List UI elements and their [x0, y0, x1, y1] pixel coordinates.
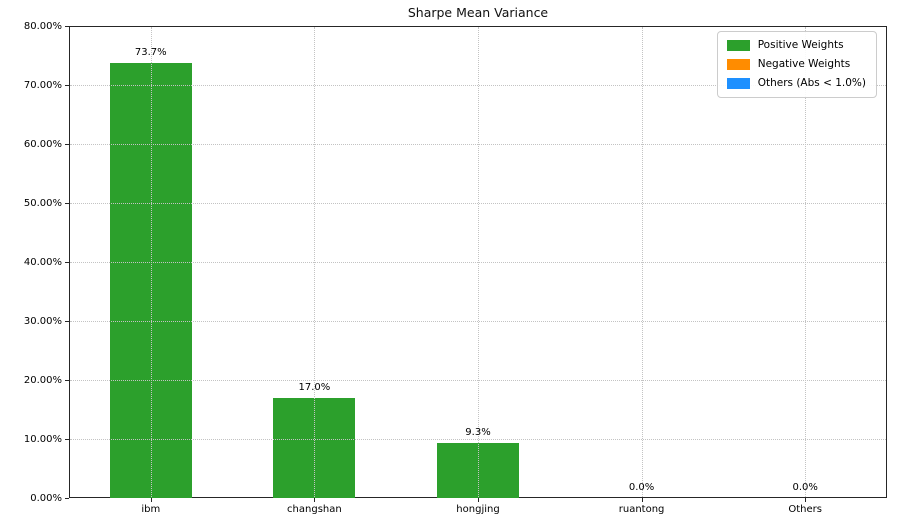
v-gridline [805, 27, 807, 497]
x-tick-mark [314, 498, 316, 502]
legend-swatch-icon [726, 40, 750, 51]
y-tick-mark [65, 439, 69, 440]
bar-value-label: 9.3% [465, 427, 491, 439]
y-tick-mark [65, 321, 69, 322]
y-tick-mark [65, 144, 69, 145]
x-tick-mark [150, 498, 152, 502]
bar-value-label: 73.7% [134, 47, 167, 59]
legend-item: Negative Weights [726, 58, 866, 71]
y-tick-mark [65, 262, 69, 263]
y-tick-label: 70.00% [23, 80, 62, 91]
y-tick-mark [65, 203, 69, 204]
y-tick-label: 30.00% [23, 316, 62, 327]
x-tick-mark [641, 498, 643, 502]
y-tick-label: 50.00% [23, 198, 62, 209]
x-tick-mark [478, 498, 479, 502]
legend: Positive Weights Negative Weights Others (… [716, 31, 877, 98]
v-gridline [314, 27, 316, 497]
y-tick-mark [65, 498, 69, 499]
y-tick-mark [65, 85, 69, 86]
y-tick-label: 80.00% [23, 21, 62, 32]
legend-swatch-icon [726, 78, 750, 89]
legend-item: Others (Abs < 1.0%) [726, 77, 866, 90]
x-tick-label: changshan [287, 504, 342, 515]
y-tick-label: 0.00% [30, 493, 62, 504]
legend-swatch-icon [726, 59, 750, 70]
y-tick-label: 20.00% [23, 375, 62, 386]
y-tick-label: 10.00% [23, 434, 62, 445]
x-tick-mark [805, 498, 807, 502]
x-tick-label: ibm [141, 504, 161, 515]
chart-title: Sharpe Mean Variance [407, 5, 549, 20]
v-gridline [478, 27, 479, 497]
legend-label: Others (Abs < 1.0%) [757, 77, 866, 89]
x-tick-label: Others [788, 504, 822, 515]
legend-label: Positive Weights [757, 39, 844, 51]
bar-value-label: 0.0% [628, 482, 655, 493]
y-tick-label: 40.00% [23, 257, 62, 268]
y-tick-label: 60.00% [23, 139, 62, 150]
y-tick-mark [65, 380, 69, 381]
x-tick-label: ruantong [618, 504, 665, 515]
legend-label: Negative Weights [757, 58, 851, 70]
v-gridline [150, 27, 152, 497]
legend-item: Positive Weights [726, 39, 866, 52]
x-tick-label: hongjing [456, 504, 500, 515]
bar-value-label: 0.0% [792, 482, 818, 493]
y-tick-mark [65, 26, 69, 27]
v-gridline [641, 27, 643, 497]
bar-value-label: 17.0% [298, 381, 331, 393]
